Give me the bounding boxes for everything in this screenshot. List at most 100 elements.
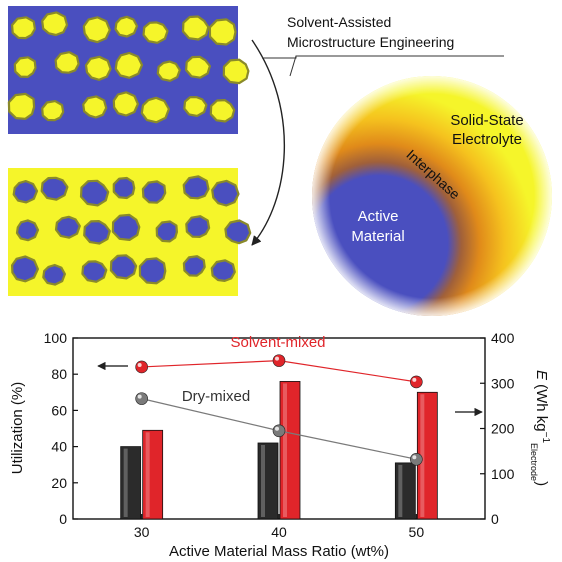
- electrolyte-particle: [209, 99, 236, 123]
- chart: 0 20 40 60 80 100 0 100 200 300 400 30 40 50 Utiliz…: [9, 330, 551, 560]
- particle-edge-fade: [312, 76, 552, 316]
- active-particle: [112, 176, 136, 200]
- electrolyte-particle: [156, 60, 181, 82]
- electrolyte-particle: [142, 21, 169, 44]
- point-dry-50: [410, 452, 423, 466]
- x-axis-ticks: 30 40 50: [134, 514, 424, 540]
- y-left-tick-label: 20: [51, 475, 67, 491]
- point-solvent-40: [272, 354, 286, 367]
- x-tick-label: 50: [409, 524, 425, 540]
- electrolyte-particle: [140, 96, 170, 124]
- active-particle: [11, 255, 39, 283]
- point-highlight: [275, 356, 279, 361]
- active-particle: [12, 180, 39, 204]
- electrolyte-particle: [181, 15, 210, 41]
- y-right-tick-label: 100: [491, 466, 515, 482]
- active-particle: [182, 255, 206, 277]
- process-label-line2: Microstructure Engineering: [287, 34, 454, 50]
- series-label-dry-mixed: Dry-mixed: [182, 388, 250, 405]
- active-particle: [155, 220, 178, 243]
- bar-solvent-40: [279, 381, 301, 520]
- y-left-tick-label: 80: [51, 366, 67, 382]
- bar-highlight: [283, 383, 287, 517]
- y-right-label: E (Wh kg−1Electrode): [529, 370, 551, 486]
- active-particle: [211, 179, 240, 207]
- active-label-line1: Active: [358, 208, 399, 225]
- bar-dry-50: [394, 462, 416, 520]
- electrolyte-particle: [114, 15, 139, 38]
- process-arrow: [251, 39, 285, 246]
- point-highlight: [137, 362, 142, 367]
- electrolyte-particle: [41, 11, 69, 37]
- electrolyte-particle: [183, 96, 208, 117]
- bar-solvent-30: [142, 429, 164, 520]
- bar-dry-40: [257, 442, 279, 520]
- active-particle: [141, 180, 167, 204]
- y-right-label-sup: −1: [540, 432, 551, 444]
- y-right-label-sub: Electrode: [529, 443, 539, 481]
- point-highlight: [137, 394, 142, 399]
- bar-highlight: [123, 448, 128, 517]
- active-particle: [185, 215, 211, 238]
- microstructure-before-panel: [7, 6, 250, 134]
- y-left-tick-label: 40: [51, 439, 67, 455]
- bar-dry-30: [120, 446, 142, 520]
- electrolyte-label-line2: Electrolyte: [452, 131, 522, 148]
- right-axis-ticks: 0 100 200 300 400: [480, 330, 515, 527]
- point-highlight: [412, 377, 417, 382]
- point-dry-40: [272, 424, 286, 438]
- series-label-solvent-mixed: Solvent-mixed: [230, 334, 325, 351]
- electrolyte-particle: [112, 91, 139, 117]
- electrolyte-particle: [222, 58, 250, 85]
- active-particle: [40, 176, 69, 201]
- electrolyte-particle: [84, 55, 112, 81]
- x-tick-label: 40: [271, 524, 287, 540]
- active-particle: [15, 219, 40, 242]
- electrolyte-particle: [208, 18, 237, 46]
- point-dry-30: [135, 392, 148, 405]
- y-left-tick-label: 60: [51, 402, 67, 418]
- y-left-tick-label: 0: [59, 511, 67, 527]
- active-particle: [79, 179, 110, 207]
- label-callout-line: [262, 55, 504, 59]
- active-particle: [182, 175, 210, 200]
- point-highlight: [412, 455, 417, 460]
- particle-cross-section: [312, 76, 552, 316]
- y-right-label-main: (Wh kg: [533, 380, 550, 432]
- bars-layer: [120, 381, 438, 520]
- bar-highlight: [420, 394, 425, 517]
- y-left-label: Utilization (%): [9, 382, 26, 475]
- active-particle: [224, 219, 252, 245]
- x-axis-label: Active Material Mass Ratio (wt%): [169, 543, 389, 560]
- electrolyte-particle: [41, 100, 65, 122]
- active-particle: [210, 259, 236, 282]
- process-label-line1: Solvent-Assisted: [287, 14, 391, 30]
- lines-layer: [135, 354, 423, 466]
- active-particle: [111, 213, 141, 241]
- y-right-tick-label: 200: [491, 421, 515, 437]
- electrolyte-particle: [114, 51, 144, 79]
- electrolyte-particle: [185, 55, 211, 79]
- y-right-label-italic: E: [533, 370, 550, 381]
- electrolyte-label-line1: Solid-State: [450, 112, 523, 129]
- electrolyte-particle: [82, 16, 111, 44]
- electrolyte-particle: [54, 51, 80, 74]
- y-right-tick-label: 400: [491, 330, 515, 346]
- active-particle: [83, 220, 111, 245]
- point-solvent-30: [135, 360, 148, 374]
- electrolyte-particle: [13, 56, 37, 78]
- y-right-tick-label: 300: [491, 375, 515, 391]
- bar-highlight: [145, 432, 150, 517]
- y-right-label-close: ): [533, 481, 550, 486]
- point-solvent-50: [410, 375, 423, 389]
- active-particle: [138, 257, 167, 285]
- y-right-tick-label: 0: [491, 511, 499, 527]
- point-highlight: [275, 426, 279, 431]
- bar-highlight: [261, 444, 265, 517]
- electrolyte-particle: [11, 16, 36, 40]
- active-label-line2: Material: [351, 228, 404, 245]
- microstructure-after-panel: [8, 168, 252, 296]
- electrolyte-particle: [7, 92, 36, 120]
- y-left-tick-label: 100: [44, 330, 68, 346]
